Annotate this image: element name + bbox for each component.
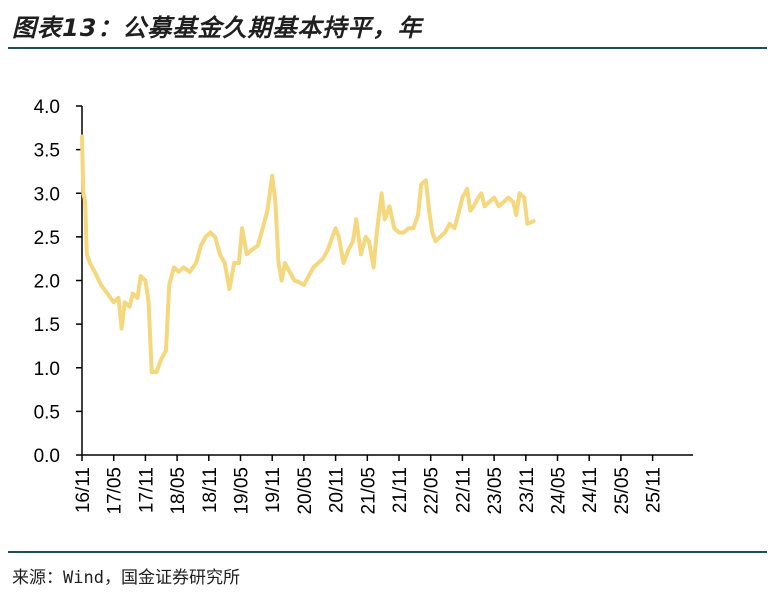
y-tick-label: 3.5: [34, 141, 60, 162]
x-tick-label: 22/11: [453, 467, 474, 513]
x-tick-label: 17/11: [136, 467, 157, 513]
y-tick-label: 2.0: [34, 272, 60, 293]
series-line-duration: [80, 134, 536, 375]
y-tick-label: 3.0: [34, 184, 60, 205]
x-tick-label: 24/05: [549, 467, 570, 515]
x-tick-label: 23/11: [517, 467, 538, 513]
chart-title: 图表13：公募基金久期基本持平，年: [12, 14, 423, 42]
x-tick-label: 16/11: [73, 467, 94, 513]
x-tick-label: 20/05: [295, 467, 316, 515]
x-tick-label: 18/05: [168, 467, 189, 515]
y-tick-label: 0.0: [34, 446, 60, 467]
y-tick-label: 4.0: [34, 97, 60, 118]
y-tick-label: 0.5: [34, 402, 60, 423]
y-axis: 0.0 0.5 1.0 1.5 2.0 2.5 3.0 3.5 4.0: [34, 97, 83, 467]
x-tick-label: 22/05: [422, 467, 443, 515]
x-tick-label: 21/11: [390, 467, 411, 513]
x-tick-label: 19/05: [232, 467, 253, 515]
x-axis: 16/11 17/05 17/11 18/05 18/11 19/05 19/11 20/05…: [73, 454, 693, 515]
x-tick-label: 21/05: [358, 467, 379, 515]
y-tick-label: 1.0: [34, 359, 60, 380]
y-tick-label: 1.5: [34, 315, 60, 336]
x-tick-label: 17/05: [105, 467, 126, 515]
x-tick-label: 18/11: [200, 467, 221, 513]
y-tick-label: 2.5: [34, 228, 60, 249]
top-rule: [8, 47, 767, 49]
x-tick-label: 23/05: [485, 467, 506, 515]
source-note: 来源：Wind，国金证券研究所: [12, 568, 240, 588]
x-tick-label: 25/05: [612, 467, 633, 515]
x-tick-label: 19/11: [263, 467, 284, 513]
x-tick-label: 24/11: [580, 467, 601, 513]
bottom-rule: [8, 551, 767, 553]
x-tick-label: 20/11: [327, 467, 348, 513]
x-tick-label: 25/11: [644, 467, 665, 513]
